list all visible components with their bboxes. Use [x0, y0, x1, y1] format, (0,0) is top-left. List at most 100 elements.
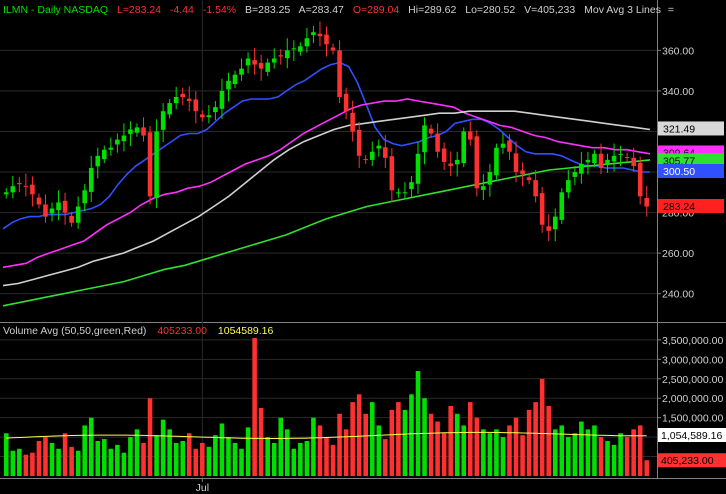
volume-bar — [219, 423, 225, 476]
volume-bar — [467, 402, 473, 476]
volume-bar — [115, 444, 120, 476]
volume-bar — [186, 433, 192, 476]
moving-average-line — [2, 159, 651, 307]
axis-value-tag: 321.49 — [658, 121, 724, 136]
price-bar — [507, 134, 512, 160]
price-bar — [36, 193, 42, 209]
axis-tag-label: 321.49 — [663, 123, 695, 135]
volume-bar — [422, 398, 427, 476]
volume-value-tag: 1,054,589.16 — [658, 427, 726, 442]
price-bar — [186, 86, 192, 112]
price-bar — [369, 141, 375, 166]
volume-average-line — [6, 431, 647, 439]
price-bar — [291, 40, 297, 61]
open-price: O=289.04 — [353, 4, 400, 16]
volume-axis-labels: 500,000.001,000,000.001,500,000.002,000,… — [657, 335, 723, 464]
volume-bar — [644, 460, 650, 476]
price-bar — [618, 145, 623, 167]
price-bar — [356, 121, 362, 168]
volume-bar — [631, 429, 636, 476]
price-bar — [526, 173, 532, 185]
price-bar — [644, 185, 650, 217]
price-bar — [75, 196, 81, 229]
volume-bar — [30, 452, 35, 476]
price-bar — [278, 49, 284, 65]
price-bar — [481, 174, 486, 201]
volume-last-value: 405233.00 — [157, 325, 207, 337]
price-bar — [304, 28, 310, 53]
volume-bar — [337, 413, 342, 476]
price-bar — [611, 143, 617, 172]
volume-bar — [454, 413, 460, 476]
price-bar — [605, 153, 610, 173]
price-change: -4.44 — [170, 4, 194, 16]
price-bar — [337, 40, 342, 104]
bid-price: B=283.25 — [245, 4, 290, 16]
volume-bar — [350, 402, 355, 476]
volume-bar — [494, 429, 499, 476]
volume-bar — [415, 371, 421, 476]
volume-bar — [441, 433, 447, 476]
volume-bar — [598, 437, 604, 476]
moving-average-lines — [2, 61, 651, 307]
price-bar — [415, 141, 421, 194]
volume-bar — [552, 429, 558, 476]
price-bar — [598, 143, 604, 175]
volume-tag-label: 1,054,589.16 — [661, 430, 722, 442]
price-bar — [350, 100, 355, 142]
price-bar — [56, 190, 61, 221]
axis-value-tags: 321.49309.64305.77300.50283.241,054,589.… — [658, 121, 726, 468]
volume-bar — [167, 429, 172, 476]
price-tick-label: 240.00 — [662, 289, 694, 301]
price-bar — [115, 133, 120, 153]
moving-average-line — [2, 98, 651, 269]
volume-bar — [193, 448, 199, 476]
moving-average-line — [2, 61, 650, 230]
volume-bar — [128, 437, 133, 476]
axis-value-tag: 300.50 — [658, 164, 724, 179]
price-bar — [637, 156, 643, 205]
volume-bar — [245, 427, 251, 476]
price-bar — [559, 188, 565, 224]
volume-bar — [160, 419, 166, 476]
volume-bar — [147, 398, 153, 476]
volume-bar — [95, 441, 101, 476]
volume-bar — [526, 409, 532, 476]
price-bar — [121, 123, 127, 152]
volume-bar — [285, 429, 290, 476]
price-bar — [298, 42, 303, 56]
volume-bar — [592, 425, 597, 476]
moving-average-line — [2, 110, 651, 287]
volume-tick-label: 3,500,000.00 — [662, 335, 723, 347]
price-bar — [180, 87, 186, 106]
volume-bar — [396, 402, 401, 476]
volume-bar — [500, 437, 506, 476]
volume-bar — [369, 402, 375, 476]
price-bar — [539, 187, 545, 233]
price-bar — [343, 87, 349, 120]
volume-bar — [239, 448, 244, 476]
price-bar — [95, 147, 101, 179]
ask-price: A=283.47 — [299, 4, 344, 16]
price-bar — [134, 123, 140, 137]
price-bar — [154, 119, 159, 209]
price-bar — [213, 101, 218, 121]
price-bar — [363, 154, 368, 164]
price-bars — [3, 21, 650, 242]
volume-bar — [56, 448, 61, 476]
volume-value: V=405,233 — [524, 4, 575, 16]
volume-bar — [10, 450, 16, 476]
volume-bar — [180, 441, 186, 476]
price-bar — [552, 208, 558, 242]
volume-header: Volume Avg (50,50,green,Red) 405233.00 1… — [3, 325, 274, 337]
axis-tag-label: 300.50 — [663, 166, 695, 178]
price-bar — [435, 123, 440, 158]
volume-avg-label: Volume Avg (50,50,green,Red) — [3, 325, 146, 337]
price-bar — [494, 143, 499, 180]
price-bar — [566, 170, 571, 199]
price-bar — [592, 149, 597, 168]
price-bar — [43, 194, 48, 223]
volume-bar — [363, 413, 368, 476]
